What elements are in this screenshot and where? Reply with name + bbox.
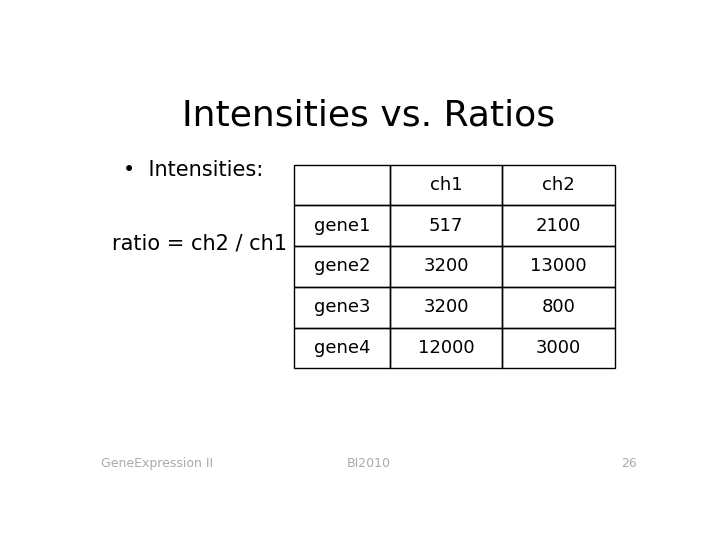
Bar — [390, 287, 503, 328]
Bar — [503, 287, 615, 328]
Text: GeneExpression II: GeneExpression II — [101, 457, 213, 470]
Bar — [390, 246, 503, 287]
Bar — [390, 328, 503, 368]
Text: •  Intensities:: • Intensities: — [124, 160, 264, 180]
Bar — [390, 165, 503, 205]
Text: BI2010: BI2010 — [347, 457, 391, 470]
Text: 13000: 13000 — [530, 258, 587, 275]
Text: 26: 26 — [621, 457, 637, 470]
Text: gene1: gene1 — [314, 217, 370, 235]
Bar — [294, 165, 390, 205]
Bar — [294, 328, 390, 368]
Text: 3200: 3200 — [423, 258, 469, 275]
Bar — [503, 205, 615, 246]
Bar — [503, 165, 615, 205]
Bar — [294, 246, 390, 287]
Text: gene3: gene3 — [313, 298, 370, 316]
Text: 12000: 12000 — [418, 339, 474, 357]
Bar — [390, 205, 503, 246]
Text: 2100: 2100 — [536, 217, 581, 235]
Text: 517: 517 — [429, 217, 463, 235]
Text: 800: 800 — [541, 298, 575, 316]
Bar — [294, 287, 390, 328]
Text: ratio = ch2 / ch1: ratio = ch2 / ch1 — [112, 233, 287, 253]
Text: ch1: ch1 — [430, 176, 462, 194]
Text: 3200: 3200 — [423, 298, 469, 316]
Bar — [294, 205, 390, 246]
Text: gene4: gene4 — [313, 339, 370, 357]
Text: gene2: gene2 — [313, 258, 370, 275]
Text: 3000: 3000 — [536, 339, 581, 357]
Text: ch2: ch2 — [542, 176, 575, 194]
Bar — [503, 328, 615, 368]
Text: Intensities vs. Ratios: Intensities vs. Ratios — [182, 98, 556, 132]
Bar — [503, 246, 615, 287]
